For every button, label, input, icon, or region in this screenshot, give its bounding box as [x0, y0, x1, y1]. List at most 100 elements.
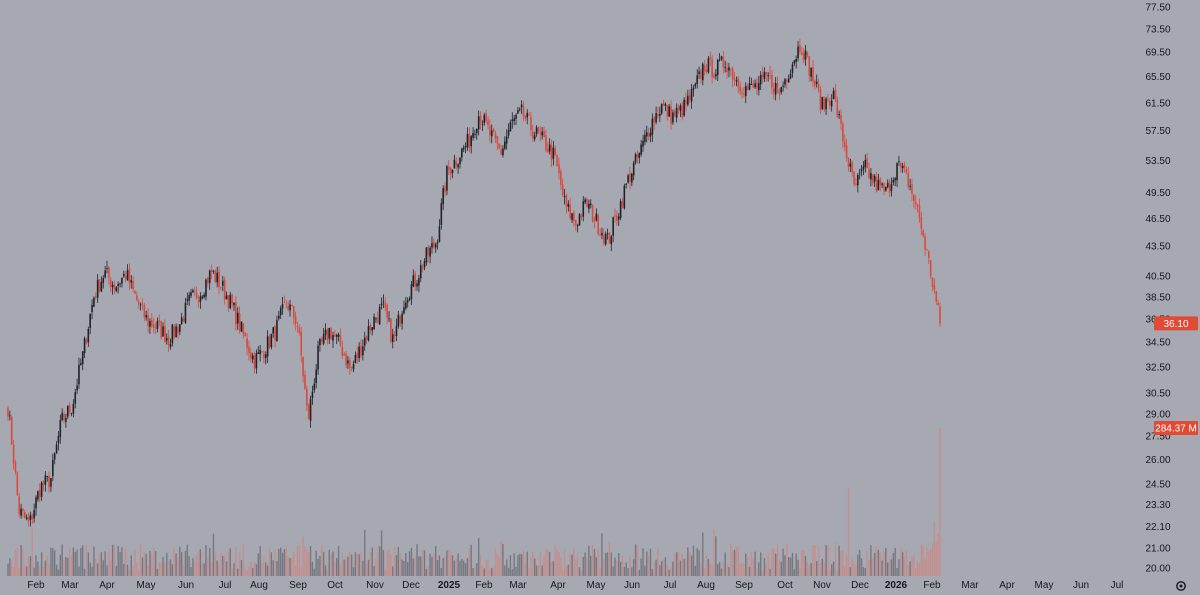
- volume-bar: [117, 545, 119, 576]
- candle: [203, 292, 205, 299]
- candle: [631, 172, 633, 187]
- volume-bar: [365, 563, 368, 576]
- candle: [418, 274, 420, 293]
- candle: [892, 177, 895, 186]
- candle: [877, 174, 880, 191]
- volume-bar: [420, 556, 422, 576]
- candle: [705, 63, 708, 75]
- volume-bar: [463, 560, 465, 576]
- time-tick-label: Feb: [27, 580, 45, 591]
- volume-bar: [836, 569, 838, 576]
- volume-bar: [369, 552, 372, 576]
- volume-bar: [703, 568, 706, 576]
- volume-bar: [487, 559, 489, 576]
- candle: [690, 83, 693, 109]
- volume-bar: [82, 545, 84, 576]
- candle: [317, 340, 319, 375]
- volume-bar: [347, 556, 349, 576]
- volume-bar: [68, 548, 71, 576]
- volume-bar: [862, 567, 865, 576]
- volume-bar: [575, 559, 577, 576]
- time-tick-label: Feb: [475, 580, 493, 591]
- volume-bar: [83, 568, 86, 576]
- volume-bar: [513, 553, 515, 576]
- volume-bar: [425, 568, 428, 576]
- time-axis[interactable]: Feb Mar Apr May Jun Jul Aug Sep Oct Nov Dec 2025 Feb…: [27, 580, 1123, 591]
- candle: [849, 158, 852, 173]
- candle: [793, 59, 796, 66]
- candle: [236, 307, 239, 330]
- volume-bar: [147, 565, 149, 576]
- volume-bar: [526, 551, 528, 576]
- volume-bar: [885, 548, 887, 576]
- volume-bar: [410, 547, 413, 576]
- volume-bar: [808, 565, 810, 576]
- candle: [476, 128, 478, 140]
- volume-bar: [900, 548, 902, 576]
- volume-bar: [786, 544, 788, 576]
- candle: [369, 322, 372, 335]
- candle: [533, 131, 536, 142]
- candle: [931, 276, 934, 292]
- candle: [829, 97, 831, 110]
- volume-bar: [694, 565, 697, 576]
- volume-bar: [388, 548, 390, 576]
- volume-bar: [625, 562, 627, 576]
- time-tick-label: May: [587, 580, 606, 591]
- volume-bar: [272, 560, 274, 576]
- volume-bar: [773, 549, 775, 576]
- volume-bar: [771, 548, 773, 576]
- volume-bar: [429, 553, 431, 576]
- candle: [442, 185, 444, 211]
- volume-bar: [646, 551, 648, 576]
- volume-bar: [505, 559, 508, 576]
- volume-bar: [752, 558, 754, 576]
- volume-bar: [548, 551, 551, 576]
- candle: [901, 162, 904, 173]
- candle: [599, 228, 601, 237]
- candle: [692, 84, 695, 97]
- volume-bar: [905, 550, 908, 576]
- candle: [268, 333, 271, 350]
- volume-bar: [928, 551, 930, 576]
- volume-bar: [776, 544, 779, 576]
- volume-bar: [274, 549, 276, 576]
- volume-bar: [102, 560, 104, 576]
- volume-bar: [756, 568, 758, 576]
- candle: [115, 285, 118, 293]
- time-tick-label: Mar: [961, 580, 979, 591]
- volume-bar: [44, 560, 47, 576]
- candle: [320, 336, 323, 346]
- volume-bar: [511, 568, 513, 576]
- candle: [193, 286, 196, 297]
- price-tick-label: 24.50: [1145, 479, 1170, 490]
- price-axis[interactable]: 77.50 73.50 69.50 65.50 61.50 57.50 53.50 49.50…: [1145, 3, 1170, 575]
- volume-bar: [532, 551, 534, 576]
- candle: [748, 76, 751, 91]
- volume-bar: [509, 555, 512, 576]
- price-tick-label: 30.50: [1145, 389, 1170, 400]
- candle: [433, 238, 435, 250]
- candle: [44, 471, 47, 492]
- volume-bar: [595, 557, 598, 576]
- candle: [337, 332, 340, 342]
- candle: [108, 265, 110, 285]
- volume-bar: [903, 556, 906, 576]
- candle: [593, 216, 596, 229]
- candle: [447, 160, 450, 175]
- volume-bar: [873, 552, 876, 576]
- volume-bar: [476, 563, 478, 576]
- candle: [907, 166, 910, 190]
- candle: [780, 86, 783, 95]
- volume-bar: [470, 544, 472, 576]
- gear-icon[interactable]: [1176, 581, 1186, 591]
- time-tick-label: Dec: [402, 580, 420, 591]
- candle: [675, 103, 678, 123]
- candle: [167, 329, 170, 352]
- candle: [761, 66, 764, 84]
- price-tick-label: 77.50: [1145, 3, 1170, 14]
- candle: [255, 349, 258, 374]
- candle: [778, 88, 781, 101]
